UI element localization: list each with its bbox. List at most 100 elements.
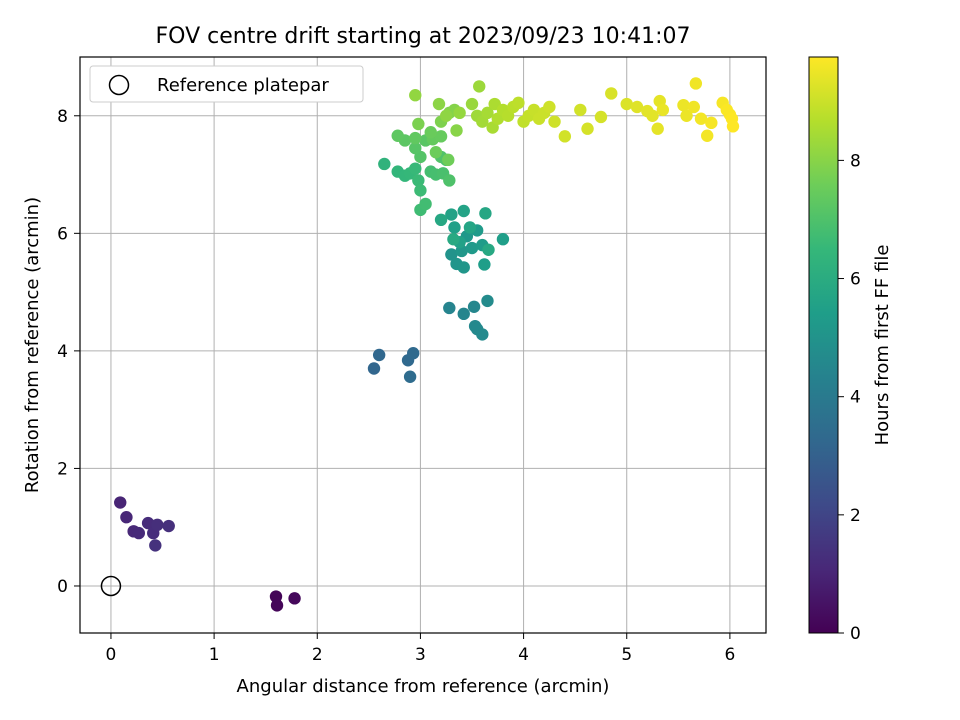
data-point <box>409 162 422 175</box>
data-point <box>429 146 443 159</box>
data-point <box>442 153 455 167</box>
data-point <box>434 213 448 227</box>
x-tick-label: 2 <box>312 645 323 665</box>
data-point <box>620 97 633 111</box>
x-axis: 0 1 2 3 4 5 6 <box>106 633 735 665</box>
data-point <box>581 122 594 135</box>
data-point <box>479 207 492 220</box>
data-point <box>432 97 446 111</box>
data-point <box>409 141 422 155</box>
data-point <box>465 97 479 111</box>
x-tick-label: 6 <box>724 645 735 665</box>
data-point <box>141 516 155 530</box>
data-point <box>680 109 693 122</box>
reference-point <box>100 575 122 597</box>
data-point <box>656 103 670 117</box>
data-point <box>162 519 175 533</box>
data-point <box>447 233 460 246</box>
data-point <box>445 208 458 221</box>
legend-entry-reference: Reference platepar <box>157 75 329 96</box>
data-point <box>391 129 404 142</box>
data-point <box>412 174 425 187</box>
data-point <box>149 539 162 552</box>
data-point <box>694 112 708 125</box>
data-point <box>548 115 561 128</box>
data-point <box>403 370 417 383</box>
x-tick-label: 3 <box>415 645 426 665</box>
data-point <box>651 122 664 135</box>
data-point <box>512 96 525 110</box>
data-point <box>605 87 618 100</box>
data-point <box>457 307 470 321</box>
data-point <box>677 98 690 112</box>
data-point <box>443 301 456 315</box>
data-point <box>558 130 572 143</box>
y-axis-label: Rotation from reference (arcmin) <box>22 197 43 493</box>
data-point <box>372 348 386 362</box>
grid-lines <box>80 57 766 633</box>
x-tick-label: 4 <box>518 645 529 665</box>
data-point <box>120 511 133 524</box>
data-point <box>409 131 422 145</box>
data-point <box>378 157 391 171</box>
data-point <box>450 124 463 137</box>
data-point <box>465 241 479 255</box>
y-tick-label: 4 <box>57 342 68 362</box>
data-point <box>467 300 481 313</box>
data-point <box>445 248 458 261</box>
chart-title: FOV centre drift starting at 2023/09/23 … <box>156 24 691 49</box>
data-point <box>443 174 456 187</box>
x-tick-label: 5 <box>621 645 632 665</box>
colorbar-tick-label: 4 <box>850 388 861 408</box>
data-point <box>270 599 284 612</box>
legend-box <box>89 65 364 103</box>
colorbar <box>808 56 839 634</box>
data-point <box>414 184 427 197</box>
y-tick-label: 2 <box>57 459 68 479</box>
data-point <box>646 109 659 122</box>
data-point <box>594 110 608 124</box>
data-point <box>478 258 491 271</box>
y-tick-label: 6 <box>57 224 68 244</box>
plot-frame <box>79 56 767 634</box>
data-point <box>687 100 700 114</box>
data-point <box>689 77 703 90</box>
data-point <box>457 261 470 274</box>
data-point <box>448 221 461 234</box>
legend-reference-marker <box>108 74 130 96</box>
data-point <box>457 204 470 218</box>
y-tick-label: 0 <box>57 577 68 597</box>
colorbar-tick-label: 6 <box>850 270 861 290</box>
x-tick-label: 0 <box>106 645 117 665</box>
data-point <box>440 109 453 122</box>
data-point <box>288 592 301 605</box>
data-points <box>114 77 740 612</box>
data-point <box>496 233 510 246</box>
data-point <box>453 106 466 120</box>
x-tick-label: 1 <box>209 645 220 665</box>
data-point <box>412 117 425 131</box>
data-point <box>482 243 495 256</box>
data-point <box>481 294 494 308</box>
data-point <box>705 116 718 130</box>
data-point <box>114 496 127 509</box>
data-point <box>367 362 381 375</box>
data-point <box>132 526 145 540</box>
y-tick-label: 8 <box>57 107 68 127</box>
colorbar-axis: 0 2 4 6 8 <box>838 151 861 644</box>
x-axis-label: Angular distance from reference (arcmin) <box>237 676 610 697</box>
data-point <box>481 106 494 120</box>
reference-marker <box>100 575 122 597</box>
y-axis: 0 2 4 6 8 <box>57 107 80 597</box>
data-point <box>473 80 486 93</box>
data-point <box>419 197 432 211</box>
data-point <box>424 126 437 139</box>
data-point <box>726 120 740 133</box>
data-point <box>463 221 477 234</box>
colorbar-label: Hours from first FF file <box>872 245 893 446</box>
data-point <box>407 347 420 360</box>
data-point <box>476 328 489 341</box>
data-point <box>151 518 164 532</box>
data-point <box>543 100 556 114</box>
